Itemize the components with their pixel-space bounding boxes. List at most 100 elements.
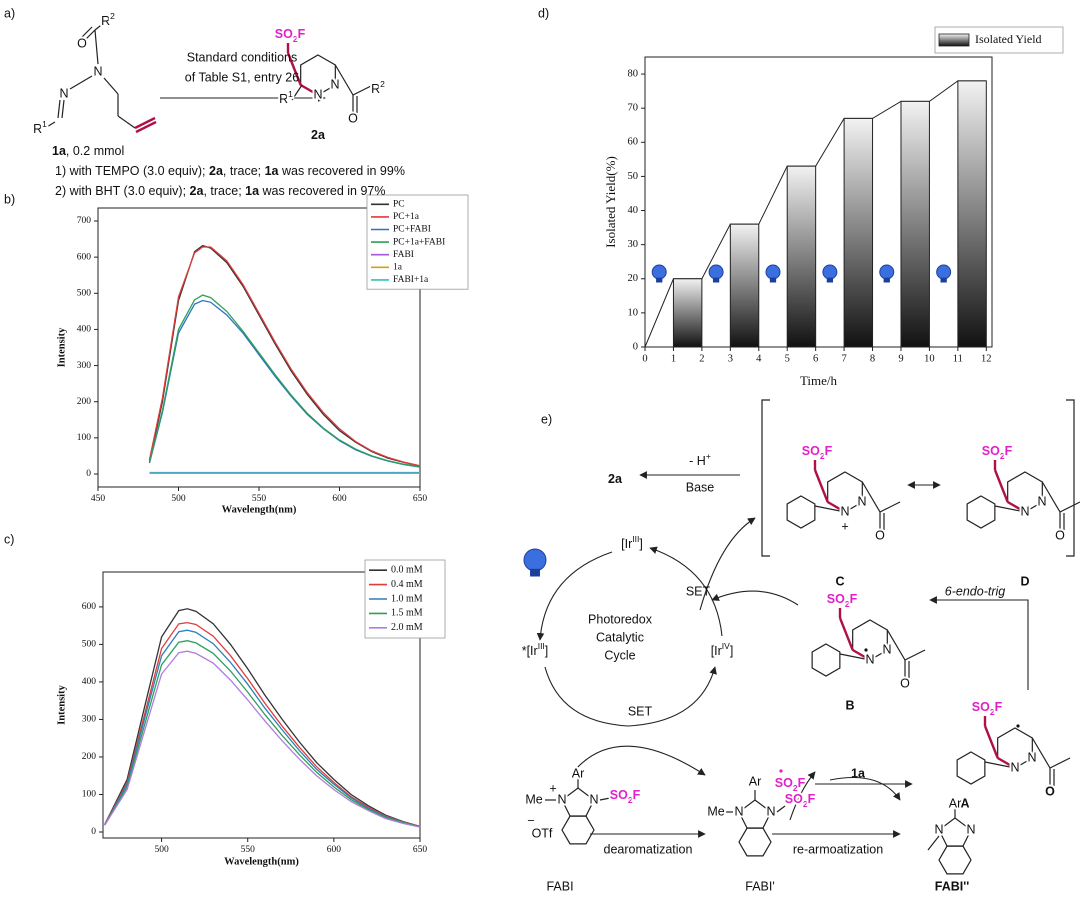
bond — [814, 505, 846, 513]
y-tick-label: 200 — [77, 397, 92, 407]
legend-label: 1.5 mM — [391, 608, 423, 619]
set-arrow — [574, 745, 706, 776]
label-part: R — [101, 14, 110, 28]
label-part: ] — [545, 644, 548, 658]
scheme-label: − — [527, 813, 534, 827]
scheme-label: [IrIV] — [711, 641, 734, 658]
benzene-ring — [938, 845, 972, 875]
scheme-label: N — [840, 504, 849, 518]
y-axis-label: Isolated Yield(%) — [603, 156, 618, 248]
scheme-label: b) — [4, 192, 15, 206]
label-part: 2 — [793, 783, 798, 793]
y-tick-label: 70 — [628, 103, 639, 114]
scheme-label: SO2F — [785, 792, 816, 809]
bond — [861, 481, 881, 513]
bar — [672, 278, 703, 348]
scheme-label: dearomatization — [604, 842, 693, 856]
series-line — [104, 608, 421, 828]
scheme-label: 2a — [311, 128, 326, 142]
legend-label: 2.0 mM — [391, 622, 423, 633]
scheme-label: SO2F — [972, 700, 1003, 717]
y-tick-label: 700 — [77, 216, 92, 226]
bond — [983, 725, 999, 759]
y-tick-label: 500 — [77, 288, 92, 298]
bond — [69, 75, 93, 90]
scheme-label: N — [589, 792, 598, 806]
scheme-label: N — [865, 652, 874, 666]
series-line — [104, 629, 421, 828]
bracket — [761, 399, 770, 557]
scheme-label: [IrIII] — [621, 534, 643, 551]
scheme-label: SET — [686, 584, 711, 598]
legend-label: PC+1a — [393, 212, 420, 222]
x-tick-label: 5 — [785, 353, 790, 364]
y-tick-label: 0 — [86, 469, 91, 479]
label-part: 2 — [293, 34, 298, 44]
benzene-ring — [561, 815, 595, 845]
light-bulb-icon — [708, 264, 724, 283]
bond — [813, 469, 829, 503]
bond — [291, 84, 303, 101]
phenyl-ring — [811, 643, 841, 677]
bulb-base — [940, 277, 947, 283]
legend-label: 0.0 mM — [391, 564, 423, 575]
scheme-label: R1 — [33, 119, 47, 136]
bond — [117, 115, 136, 129]
scheme-label: Catalytic — [596, 630, 644, 644]
x-axis-label: Wavelength(nm) — [224, 856, 299, 867]
scheme-label: N — [1037, 494, 1046, 508]
x-axis-label: Wavelength(nm) — [222, 504, 297, 515]
scheme-label: N — [1010, 760, 1019, 774]
scheme-label: SO2F — [775, 776, 806, 793]
scheme-label: - H+ — [689, 451, 711, 468]
label-part: SO — [827, 592, 845, 606]
label-part: - H — [689, 454, 706, 468]
label-part: 2a — [209, 164, 224, 178]
scheme-label: OTf — [532, 826, 553, 840]
bond — [839, 653, 871, 661]
scheme-label: + — [549, 781, 556, 795]
x-tick-label: 12 — [981, 353, 992, 364]
y-tick-label: 0 — [91, 827, 96, 837]
label-part: 2) with BHT (3.0 equiv); — [55, 184, 190, 198]
light-bulb-icon — [879, 264, 895, 283]
legend-label: 1.0 mM — [391, 593, 423, 604]
cycle-arrow — [544, 666, 717, 727]
x-tick-label: 500 — [171, 494, 186, 504]
label-part: F — [1005, 444, 1013, 458]
bond — [993, 469, 1009, 503]
bond — [852, 648, 871, 662]
legend-label: PC+FABI — [393, 225, 431, 235]
bond — [334, 64, 354, 96]
label-part: SO — [802, 444, 820, 458]
label-part: F — [633, 788, 641, 802]
scheme-label: Ar — [949, 796, 962, 810]
bond — [984, 761, 1016, 769]
legend-label: PC+1a+FABI — [393, 237, 445, 247]
chart: 500 550 600 650 0 100 200 300 400 500 600 Wavelengt… — [56, 559, 446, 867]
fragment-arrow — [829, 777, 901, 801]
bond — [904, 649, 926, 661]
scheme-label: N — [59, 86, 68, 100]
label-part: 1a — [265, 164, 280, 178]
light-bulb-icon — [822, 264, 838, 283]
label-part: 2 — [820, 451, 825, 461]
bulb-glass — [523, 548, 547, 572]
bar — [729, 223, 760, 348]
bond — [94, 21, 106, 31]
bond — [997, 756, 1016, 770]
label-part: F — [850, 592, 858, 606]
scheme-label: 1) with TEMPO (3.0 equiv); 2a, trace; 1a… — [55, 164, 405, 178]
imidazole-ring — [561, 787, 595, 817]
scheme-label: re-armoatization — [793, 842, 883, 856]
series-line — [148, 294, 421, 468]
label-part: was recovered in 99% — [279, 164, 405, 178]
label-part: 2 — [1000, 451, 1005, 461]
series-line — [104, 650, 421, 828]
chart: 450 500 550 600 650 0 100 200 300 400 500 600 700 Wav… — [56, 194, 469, 515]
scheme-label: N — [313, 87, 322, 101]
y-axis-label: Intensity — [56, 684, 67, 724]
label-part: SO — [785, 792, 803, 806]
x-tick-label: 7 — [841, 353, 846, 364]
